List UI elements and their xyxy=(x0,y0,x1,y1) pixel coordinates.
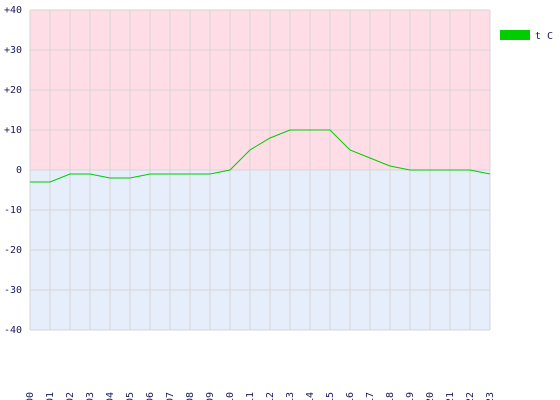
x-tick-label: 04 xyxy=(105,392,116,400)
x-tick-label: 19 xyxy=(405,392,416,400)
x-tick-label: 05 xyxy=(125,392,136,400)
x-tick-label: 15 xyxy=(325,392,336,400)
x-tick-label: 17 xyxy=(365,392,376,400)
x-tick-label: 20 xyxy=(425,392,436,400)
x-tick-label: 16 xyxy=(345,392,356,400)
x-tick-label: 13 xyxy=(285,392,296,400)
x-tick-label: 06 xyxy=(145,392,156,400)
y-tick-label: -10 xyxy=(4,205,22,216)
y-tick-label: +10 xyxy=(4,125,22,136)
x-tick-label: 11 xyxy=(245,392,256,400)
x-tick-label: 21 xyxy=(445,392,456,400)
x-tick-label: 07 xyxy=(165,392,176,400)
y-tick-label: +40 xyxy=(4,5,22,16)
x-tick-label: 18 xyxy=(385,392,396,400)
legend-swatch xyxy=(500,30,530,40)
y-tick-label: -30 xyxy=(4,285,22,296)
x-tick-label: 03 xyxy=(85,392,96,400)
x-tick-label: 00 xyxy=(25,392,36,400)
legend-label: t C xyxy=(535,31,553,42)
y-tick-label: +30 xyxy=(4,45,22,56)
y-tick-label: +20 xyxy=(4,85,22,96)
x-tick-label: 12 xyxy=(265,392,276,400)
x-tick-label: 10 xyxy=(225,392,236,400)
data-line xyxy=(30,129,491,183)
x-tick-label: 23 xyxy=(485,392,496,400)
y-tick-label: -20 xyxy=(4,245,22,256)
y-tick-label: 0 xyxy=(16,165,22,176)
x-tick-label: 01 xyxy=(45,392,56,400)
x-tick-label: 02 xyxy=(65,392,76,400)
x-tick-label: 22 xyxy=(465,392,476,400)
y-tick-label: -40 xyxy=(4,325,22,336)
x-tick-label: 14 xyxy=(305,392,316,400)
x-tick-label: 09 xyxy=(205,392,216,400)
x-tick-label: 08 xyxy=(185,392,196,400)
